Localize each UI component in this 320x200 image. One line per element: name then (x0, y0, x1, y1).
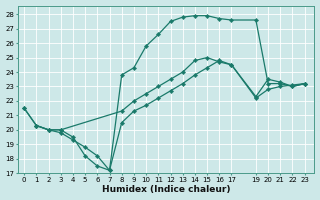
X-axis label: Humidex (Indice chaleur): Humidex (Indice chaleur) (102, 185, 230, 194)
